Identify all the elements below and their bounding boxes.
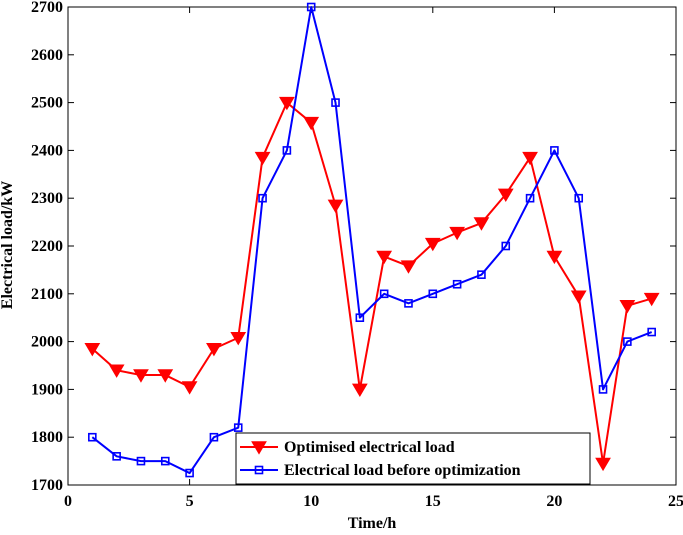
- legend-label: Electrical load before optimization: [284, 462, 521, 479]
- data-point: [157, 369, 174, 383]
- legend-item: Electrical load before optimization: [240, 462, 521, 479]
- y-tick-label: 2400: [31, 142, 63, 159]
- data-point: [351, 383, 368, 398]
- data-point: [473, 217, 490, 231]
- data-point: [550, 146, 559, 155]
- y-tick-label: 2700: [31, 0, 63, 16]
- data-point: [570, 290, 587, 304]
- series-2: [88, 2, 656, 478]
- data-point: [452, 279, 462, 289]
- data-point: [449, 226, 465, 241]
- data-point: [497, 188, 514, 203]
- data-point: [88, 432, 97, 442]
- data-point: [181, 381, 198, 395]
- x-tick-label: 5: [186, 493, 194, 510]
- x-tick-label: 25: [668, 493, 683, 510]
- series-layer: [84, 2, 660, 478]
- y-tick-label: 2200: [31, 238, 63, 255]
- y-tick-label: 1700: [31, 477, 63, 494]
- y-tick-label: 2500: [31, 95, 63, 112]
- data-point: [501, 241, 511, 251]
- data-point: [643, 292, 660, 307]
- data-point: [136, 456, 146, 466]
- legend-marker: [251, 441, 267, 455]
- data-point: [206, 343, 222, 357]
- data-point: [84, 343, 101, 357]
- y-tick-label: 2000: [31, 334, 63, 351]
- data-point: [424, 237, 441, 252]
- series-line: [91, 101, 652, 465]
- x-tick-label: 10: [303, 493, 319, 510]
- data-point: [331, 98, 340, 107]
- data-point: [428, 289, 438, 299]
- legend: Optimised electrical load Electrical load…: [235, 432, 591, 485]
- legend-marker: [254, 465, 264, 475]
- y-tick-label: 1800: [31, 429, 63, 446]
- data-point: [233, 423, 243, 432]
- data-point: [623, 337, 632, 346]
- data-point: [160, 456, 170, 466]
- data-point: [376, 250, 393, 265]
- data-point: [282, 146, 292, 155]
- series-1: [84, 96, 660, 472]
- y-tick-label: 2300: [31, 190, 63, 207]
- y-tick-label: 1900: [31, 381, 63, 398]
- data-point: [185, 468, 194, 478]
- data-point: [379, 289, 389, 299]
- data-point: [209, 432, 219, 442]
- data-point: [619, 300, 636, 314]
- x-tick-label: 0: [64, 493, 72, 510]
- x-tick-label: 20: [546, 493, 562, 510]
- data-point: [525, 193, 535, 203]
- data-point: [522, 151, 538, 166]
- legend-item: Optimised electrical load: [240, 439, 455, 456]
- data-point: [258, 193, 267, 203]
- data-point: [546, 250, 563, 265]
- data-point: [303, 116, 320, 131]
- data-point: [574, 193, 584, 203]
- data-point: [355, 313, 365, 323]
- data-point: [133, 369, 149, 383]
- x-tick-label: 15: [425, 493, 441, 510]
- data-point: [306, 2, 316, 12]
- data-point: [327, 199, 344, 214]
- axes: [67, 6, 677, 486]
- data-point: [598, 385, 608, 394]
- data-point: [595, 457, 611, 472]
- series-line: [91, 6, 653, 475]
- y-tick-label: 2100: [31, 286, 63, 303]
- data-point: [404, 299, 413, 308]
- data-point: [112, 452, 121, 461]
- data-point: [477, 270, 486, 279]
- data-point: [254, 151, 271, 166]
- data-point: [230, 332, 247, 346]
- legend-label: Optimised electrical load: [284, 439, 455, 456]
- data-point: [400, 260, 417, 274]
- x-axis-label: Time/h: [348, 515, 397, 532]
- y-tick-label: 2600: [31, 47, 63, 64]
- tick-labels: 0 5 10 15 20 25 1700 1800 1900 2000 2100 2200 2300 24…: [31, 0, 683, 510]
- data-point: [108, 364, 125, 378]
- data-point: [279, 96, 295, 111]
- data-point: [647, 327, 656, 337]
- y-axis-label: Electrical load/kW: [0, 181, 16, 309]
- legend-box: [235, 432, 591, 485]
